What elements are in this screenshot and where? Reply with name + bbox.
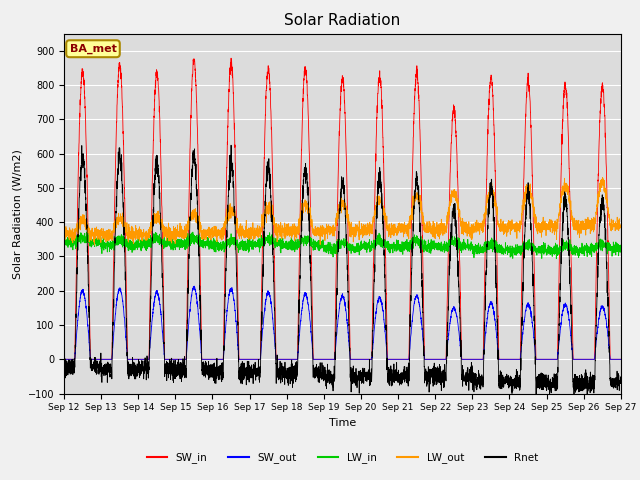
Legend: SW_in, SW_out, LW_in, LW_out, Rnet: SW_in, SW_out, LW_in, LW_out, Rnet <box>142 448 543 468</box>
Y-axis label: Solar Radiation (W/m2): Solar Radiation (W/m2) <box>12 149 22 278</box>
Text: BA_met: BA_met <box>70 44 116 54</box>
X-axis label: Time: Time <box>329 418 356 428</box>
Title: Solar Radiation: Solar Radiation <box>284 13 401 28</box>
